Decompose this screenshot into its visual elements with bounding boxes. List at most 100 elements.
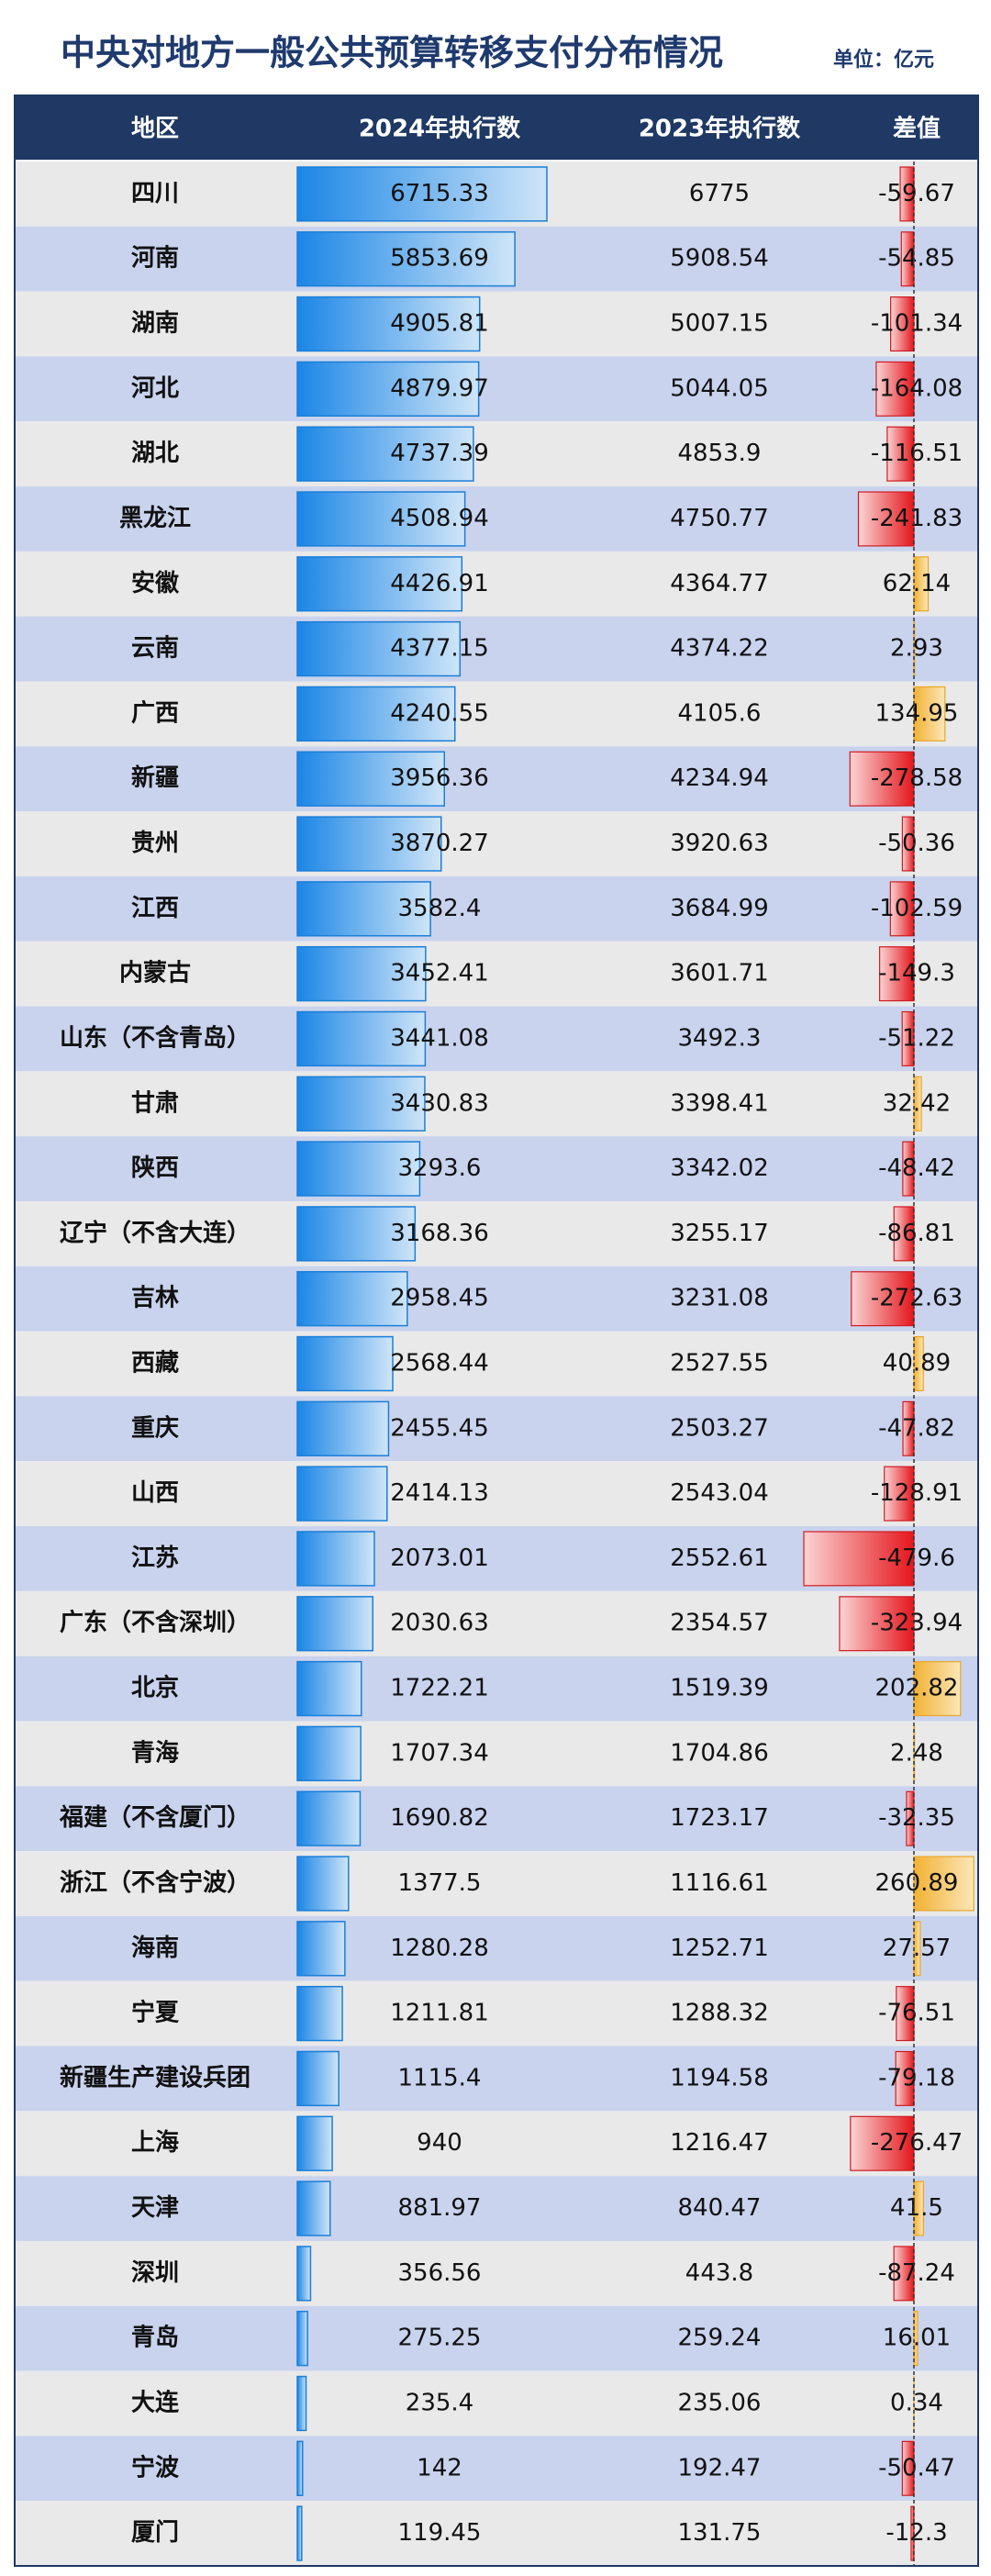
value-2024: 2958.45 — [390, 1285, 489, 1312]
value-diff: 2.93 — [890, 635, 943, 663]
row-bg — [15, 486, 978, 552]
value-2024: 3168.36 — [390, 1220, 489, 1247]
value-diff: -50.47 — [878, 2454, 955, 2481]
unit: 单位：亿元 — [833, 48, 934, 72]
value-2023: 4105.6 — [678, 699, 762, 727]
bar-2024 — [296, 1141, 421, 1197]
row-bg — [15, 551, 978, 617]
value-2023: 443.8 — [685, 2259, 753, 2287]
value-2023: 3342.02 — [670, 1154, 769, 1182]
region: 内蒙古 — [119, 960, 191, 987]
row-bg — [15, 2240, 978, 2306]
value-2024: 4737.39 — [390, 440, 489, 467]
value-diff: -116.51 — [871, 440, 963, 467]
value-diff: -51.22 — [878, 1024, 955, 1052]
value-2023: 4374.22 — [670, 635, 769, 663]
region: 贵州 — [131, 830, 179, 857]
region: 新疆 — [131, 764, 179, 792]
region: 山西 — [131, 1479, 179, 1507]
value-2024: 2414.13 — [390, 1479, 489, 1507]
bar-2024 — [296, 2311, 308, 2367]
value-diff: -48.42 — [878, 1154, 955, 1182]
row-bg — [15, 941, 978, 1007]
region: 吉林 — [131, 1285, 179, 1312]
row-bg — [15, 1461, 978, 1527]
value-2024: 2568.44 — [390, 1350, 489, 1377]
region: 海南 — [131, 1935, 179, 1962]
title: 中央对地方一般公共预算转移支付分布情况 — [61, 33, 723, 73]
value-2023: 1116.61 — [670, 1869, 769, 1897]
value-2024: 142 — [417, 2454, 462, 2481]
row-bg — [15, 875, 978, 942]
value-2024: 3956.36 — [390, 764, 489, 792]
region: 湖北 — [131, 440, 179, 467]
value-2023: 259.24 — [678, 2325, 762, 2352]
bar-2024 — [296, 686, 456, 742]
row-bg — [15, 2436, 978, 2502]
region: 深圳 — [131, 2259, 179, 2287]
region: 陕西 — [131, 1154, 179, 1182]
value-2023: 1216.47 — [670, 2129, 769, 2157]
bar-2024 — [296, 1271, 408, 1327]
row-bg — [15, 1721, 978, 1787]
value-2023: 3398.41 — [670, 1089, 769, 1117]
value-diff: 41.5 — [890, 2194, 943, 2222]
value-2024: 1280.28 — [390, 1935, 489, 1962]
value-2024: 3582.4 — [398, 895, 482, 922]
value-2023: 3684.99 — [670, 895, 769, 922]
value-2023: 2543.04 — [670, 1479, 769, 1507]
bar-2024 — [296, 1400, 390, 1456]
bar-2024 — [296, 2505, 303, 2561]
bar-diff — [884, 1466, 915, 1522]
value-diff: 2.48 — [890, 1739, 943, 1767]
value-2023: 2354.57 — [670, 1610, 769, 1637]
region: 甘肃 — [131, 1089, 179, 1117]
row-bg — [15, 2501, 978, 2566]
bar-diff — [886, 426, 915, 482]
value-diff: -76.51 — [878, 2000, 955, 2027]
value-diff: -128.91 — [871, 1479, 963, 1507]
value-2023: 192.47 — [678, 2454, 762, 2481]
value-2024: 2073.01 — [390, 1544, 489, 1572]
bar-2024 — [296, 1790, 362, 1846]
region: 江苏 — [131, 1544, 179, 1572]
value-diff: -101.34 — [871, 310, 963, 338]
value-diff: 0.34 — [890, 2389, 943, 2416]
value-diff: 202.82 — [875, 1675, 959, 1702]
region: 四川 — [131, 180, 179, 207]
row-bg — [15, 1915, 978, 1981]
value-2024: 1377.5 — [398, 1869, 482, 1897]
row-bg — [15, 2305, 978, 2371]
value-2024: 4377.15 — [390, 635, 489, 663]
column-header: 2024年执行数 — [359, 115, 521, 143]
bar-2024 — [296, 1660, 362, 1717]
bar-2024 — [296, 166, 548, 222]
value-diff: 32.42 — [883, 1089, 951, 1117]
row-bg — [15, 1396, 978, 1462]
value-diff: -87.24 — [878, 2259, 955, 2287]
bar-diff — [913, 686, 946, 742]
value-2023: 4234.94 — [670, 764, 769, 792]
region: 青岛 — [131, 2324, 179, 2352]
value-diff: -278.58 — [871, 764, 963, 792]
bar-diff — [875, 361, 915, 417]
value-diff: 134.95 — [875, 699, 959, 727]
row-bg — [15, 1656, 978, 1722]
value-2024: 356.56 — [398, 2259, 482, 2287]
row-bg — [15, 2176, 978, 2241]
region: 广西 — [131, 699, 179, 727]
bar-2024 — [296, 426, 474, 482]
value-diff: -164.08 — [871, 374, 963, 402]
value-2023: 1519.39 — [670, 1675, 769, 1702]
bar-2024 — [296, 945, 427, 1002]
value-diff: -50.36 — [878, 830, 955, 857]
value-2023: 6775 — [689, 180, 750, 207]
value-2024: 4508.94 — [390, 505, 489, 532]
value-2023: 1704.86 — [670, 1739, 769, 1767]
row-bg — [15, 616, 978, 682]
value-diff: -12.3 — [885, 2519, 947, 2547]
row-bg — [15, 2046, 978, 2112]
region: 宁波 — [131, 2453, 180, 2481]
region: 黑龙江 — [119, 505, 191, 532]
bar-2024 — [296, 491, 466, 547]
